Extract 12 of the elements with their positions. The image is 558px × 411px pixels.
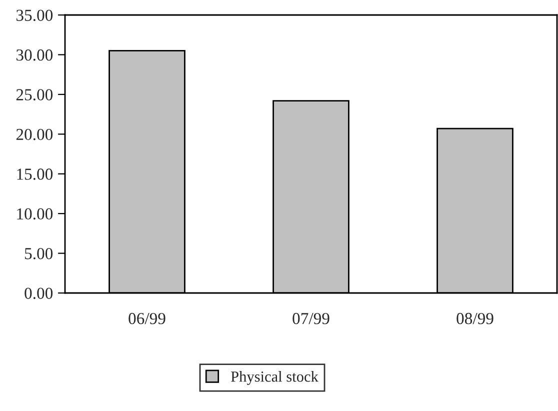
y-tick-label: 30.00	[16, 49, 53, 61]
y-tick-label: 20.00	[16, 128, 53, 140]
y-tick-label: 5.00	[24, 248, 53, 260]
x-tick-label: 06/99	[128, 312, 166, 324]
x-tick-label: 08/99	[456, 312, 494, 324]
y-tick-label: 25.00	[16, 89, 53, 100]
legend-label: Physical stock	[231, 371, 318, 385]
y-tick-label: 15.00	[17, 168, 53, 180]
y-tick-label: 35.00	[16, 10, 53, 22]
x-tick-label: 07/99	[292, 312, 330, 324]
y-tick-label: 10.00	[17, 208, 53, 220]
y-tick-label: 0.00	[24, 288, 53, 300]
